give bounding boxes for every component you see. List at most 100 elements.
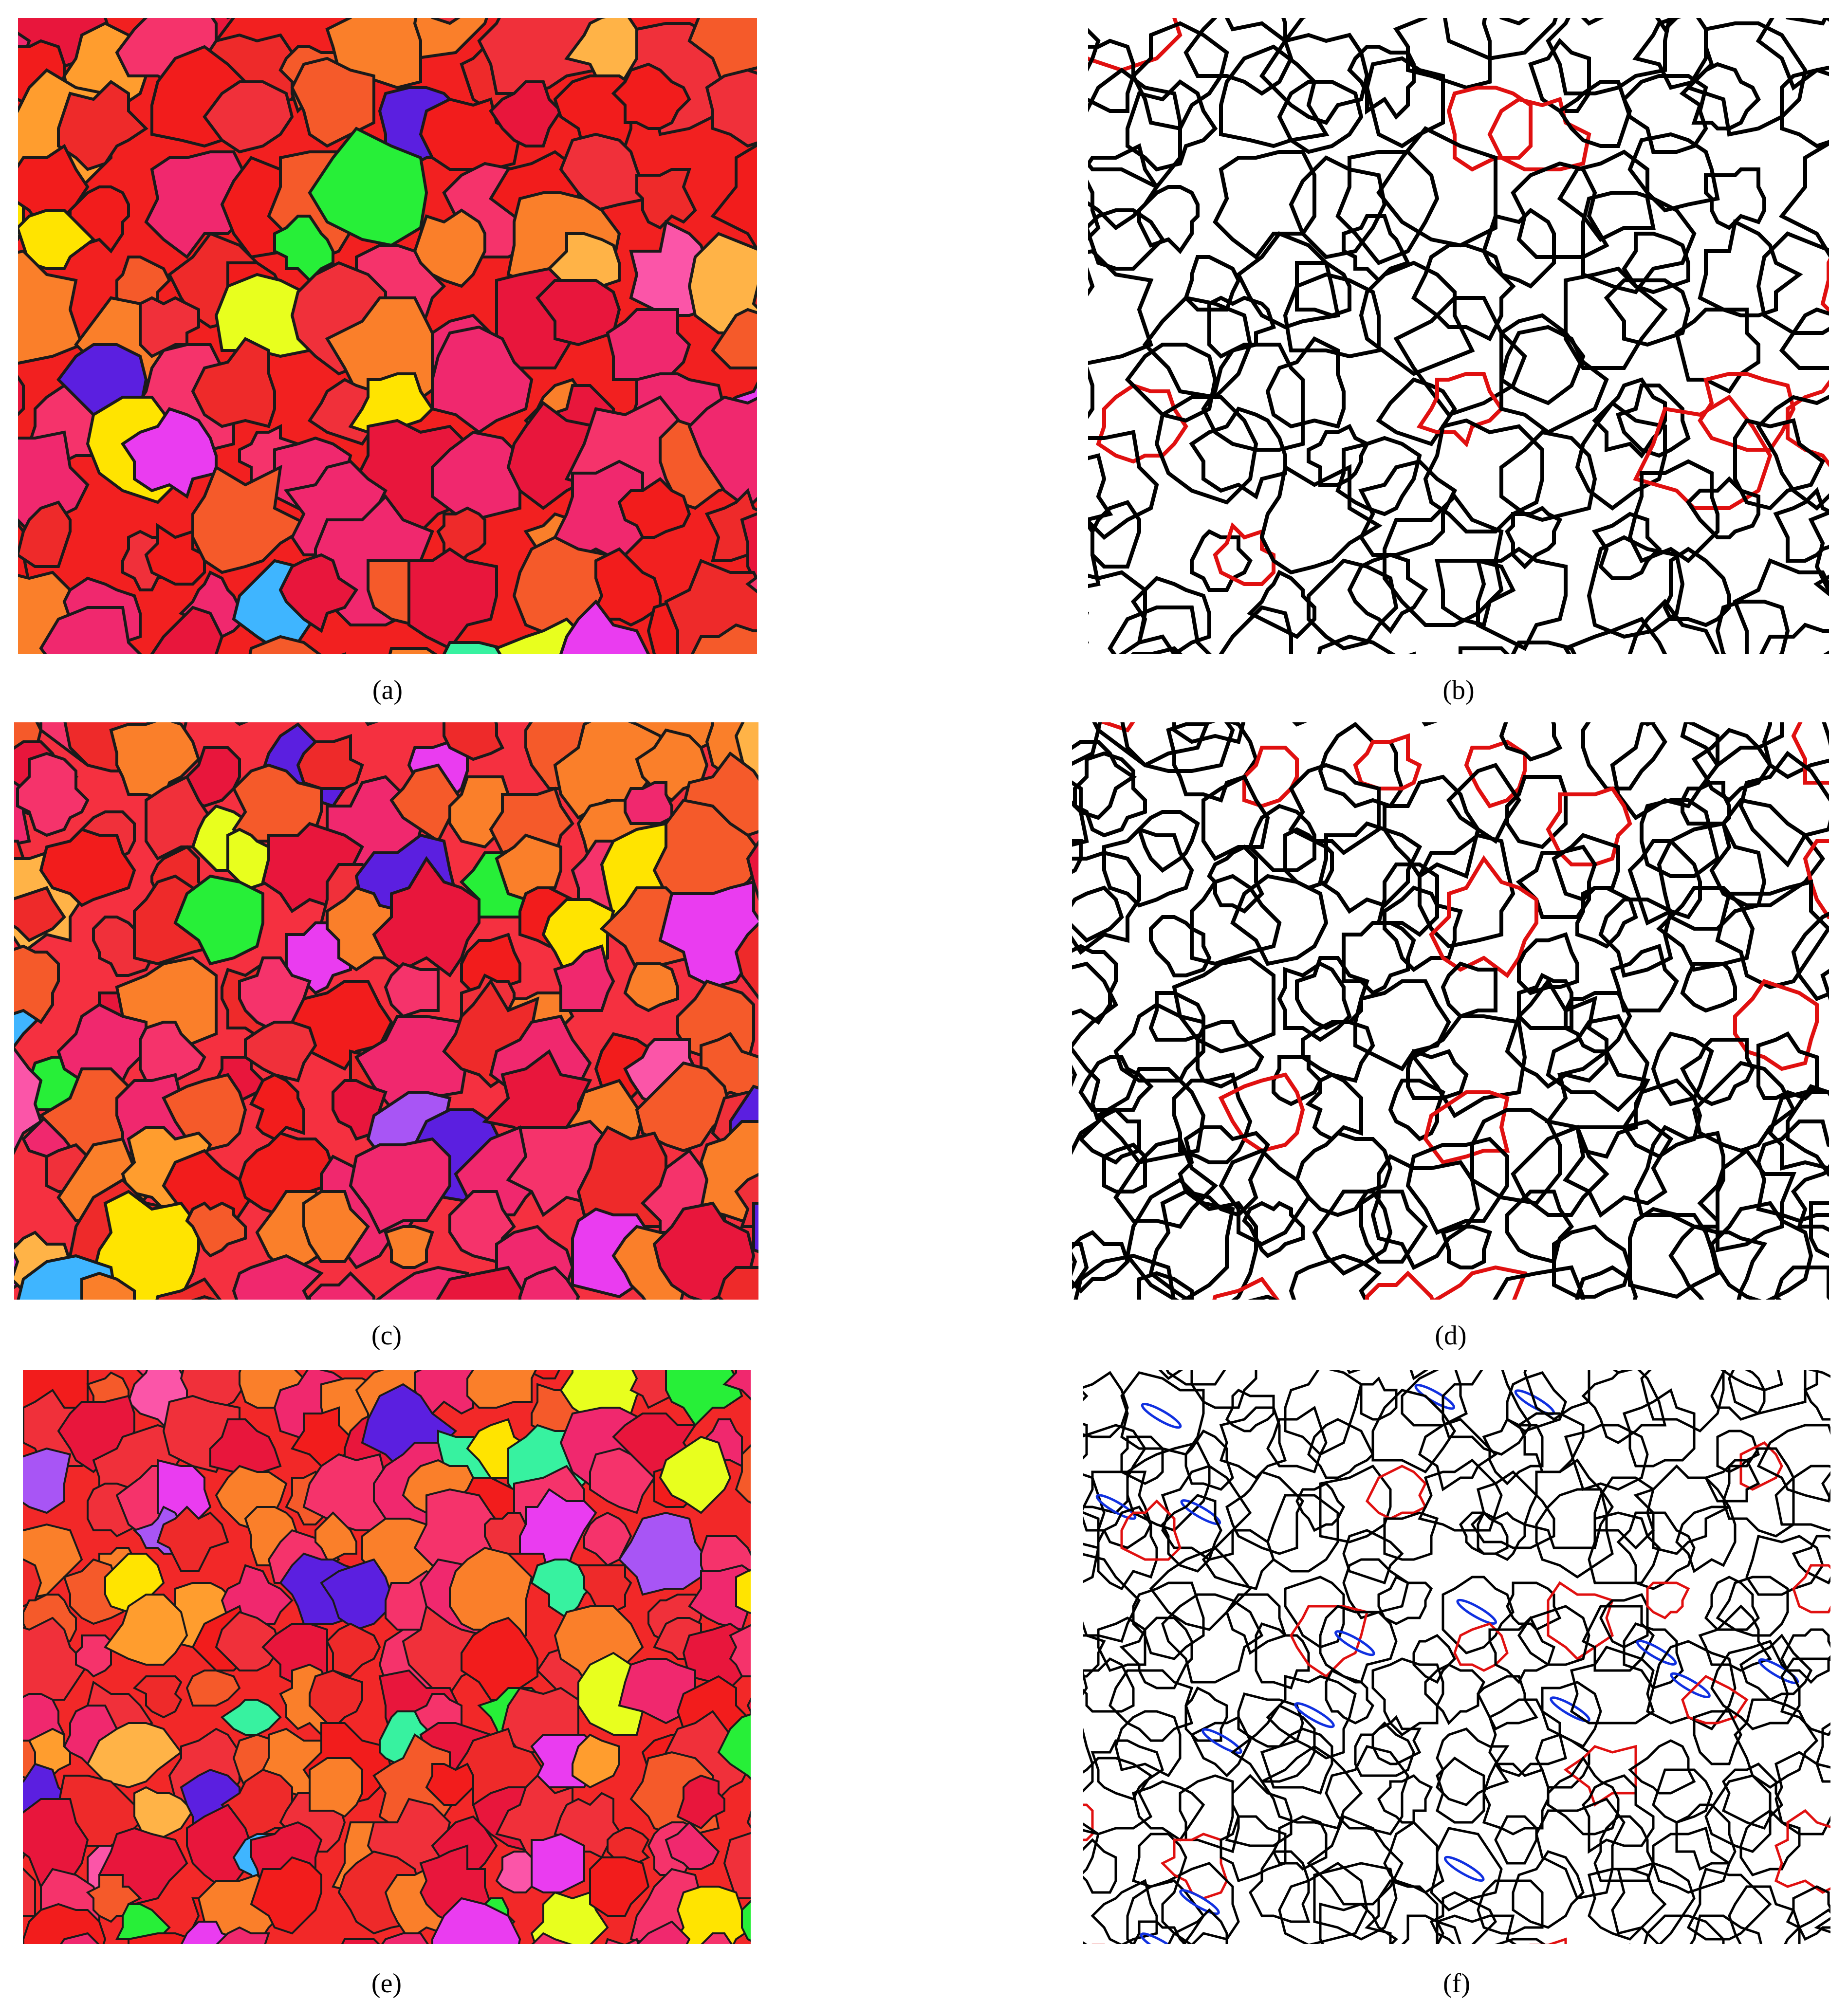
grain-boundary bbox=[1130, 576, 1211, 654]
grain-boundary bbox=[1072, 850, 1141, 955]
grain-boundary bbox=[1604, 278, 1691, 347]
grain bbox=[0, 1536, 6, 1583]
grain-boundary bbox=[1675, 1803, 1737, 1871]
grain bbox=[576, 1564, 632, 1614]
grain-boundary bbox=[1317, 634, 1396, 654]
grain-boundary bbox=[1715, 600, 1790, 654]
grain-boundary bbox=[1078, 1055, 1154, 1112]
grain-boundary bbox=[1552, 1224, 1632, 1299]
grain-boundary bbox=[1376, 126, 1497, 248]
grain bbox=[128, 1932, 195, 1944]
grain bbox=[746, 1810, 751, 1829]
grain-boundary bbox=[1615, 384, 1691, 458]
grain-boundary bbox=[1248, 804, 1316, 872]
grain-boundary bbox=[1546, 18, 1672, 95]
grain-boundary bbox=[1570, 1646, 1655, 1725]
grain-boundary bbox=[1142, 295, 1253, 400]
grain bbox=[617, 477, 691, 539]
grain-boundary bbox=[1201, 1529, 1275, 1590]
grain-boundary bbox=[1405, 1137, 1509, 1235]
grain bbox=[232, 1254, 324, 1300]
grain-boundary bbox=[1505, 506, 1563, 569]
grain-boundary bbox=[1739, 1634, 1813, 1702]
grain-boundary bbox=[1716, 1576, 1789, 1637]
grain-boundary bbox=[1383, 1511, 1439, 1561]
grain bbox=[735, 1444, 751, 1504]
grain-boundary bbox=[1482, 1762, 1550, 1836]
grain-boundary bbox=[1102, 827, 1194, 908]
grain bbox=[0, 1355, 18, 1402]
grain-boundary bbox=[1088, 267, 1095, 296]
grain-boundary bbox=[1668, 1224, 1768, 1300]
grain-boundary bbox=[1517, 1412, 1585, 1473]
grain bbox=[729, 1624, 751, 1677]
grain bbox=[191, 464, 313, 574]
grain-boundary bbox=[1728, 1885, 1801, 1944]
grain bbox=[690, 623, 757, 654]
grain-boundary bbox=[1260, 1744, 1363, 1830]
grain bbox=[605, 1938, 640, 1944]
grain-boundary bbox=[1557, 80, 1632, 148]
grain-boundary bbox=[1629, 1943, 1631, 1944]
grain bbox=[384, 1225, 434, 1269]
grain-boundary bbox=[1499, 325, 1609, 435]
grain-boundary bbox=[1109, 1669, 1194, 1742]
grain-boundary bbox=[1429, 855, 1538, 978]
grain-boundary bbox=[1201, 343, 1305, 452]
grain-boundary bbox=[1347, 1370, 1361, 1375]
grain bbox=[665, 1821, 720, 1870]
grain-boundary bbox=[1072, 961, 1119, 1049]
grain bbox=[771, 117, 882, 234]
grain-boundary bbox=[1190, 874, 1282, 966]
grain-boundary bbox=[1266, 1674, 1357, 1760]
grain-boundary bbox=[1598, 898, 1673, 978]
grain-boundary bbox=[1840, 386, 1848, 479]
grain-boundary bbox=[1820, 257, 1829, 313]
map-background bbox=[1088, 18, 1829, 654]
grain-boundary bbox=[1149, 1546, 1252, 1631]
grain bbox=[687, 395, 757, 510]
grain-boundary bbox=[1630, 1308, 1700, 1367]
grain bbox=[257, 1308, 315, 1367]
twin-boundary bbox=[1083, 1499, 1085, 1525]
grain bbox=[466, 1370, 537, 1409]
grain-boundary bbox=[1183, 18, 1294, 96]
grain-boundary bbox=[1088, 143, 1159, 231]
grain-boundary bbox=[1757, 1943, 1789, 1944]
grain-boundary bbox=[1517, 932, 1579, 995]
grain-boundary bbox=[1083, 1727, 1094, 1793]
grain bbox=[139, 1021, 206, 1088]
grain-boundary bbox=[1083, 1757, 1153, 1836]
grain-boundary bbox=[1278, 1861, 1368, 1944]
grain bbox=[553, 459, 650, 563]
grain bbox=[687, 232, 757, 334]
grain-boundary bbox=[1587, 1868, 1667, 1941]
grain-boundary bbox=[1536, 1291, 1601, 1355]
grain-boundary bbox=[1436, 1756, 1485, 1824]
grain bbox=[0, 660, 6, 748]
grain bbox=[717, 1266, 758, 1300]
grain-boundary bbox=[1189, 406, 1287, 500]
grain bbox=[57, 80, 148, 171]
grain bbox=[203, 80, 294, 154]
grain bbox=[425, 1762, 474, 1806]
grain-boundary bbox=[1088, 180, 1101, 241]
grain-boundary bbox=[1347, 45, 1416, 120]
grain bbox=[136, 1370, 181, 1379]
grain-boundary bbox=[1165, 1370, 1226, 1386]
grain-boundary bbox=[1285, 1945, 1349, 1999]
grain-boundary bbox=[1069, 1297, 1122, 1349]
grain bbox=[573, 1308, 643, 1367]
grain-boundary bbox=[1506, 1371, 1567, 1432]
grain bbox=[748, 1303, 835, 1367]
grain-boundary bbox=[1780, 1657, 1830, 1736]
grain-boundary bbox=[1610, 722, 1719, 821]
grain-boundary bbox=[1083, 1941, 1088, 1944]
twin-boundary bbox=[1018, 1671, 1061, 1701]
grain-boundary bbox=[1704, 1576, 1760, 1631]
grain-boundary bbox=[1488, 1698, 1567, 1777]
grain-boundary bbox=[1376, 377, 1457, 446]
grain-boundary bbox=[1704, 167, 1766, 230]
grain-boundary bbox=[1167, 1908, 1228, 1944]
grain bbox=[365, 722, 379, 726]
